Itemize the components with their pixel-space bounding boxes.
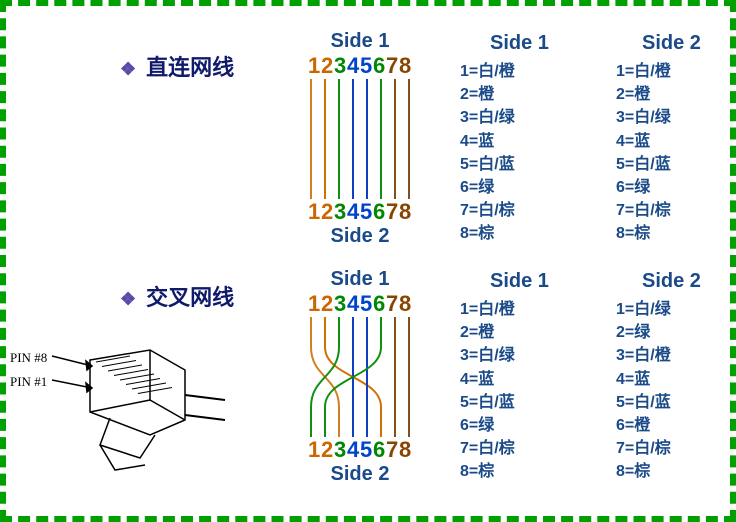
wire-svg bbox=[304, 79, 416, 199]
col-header-side2: Side 2 bbox=[642, 32, 701, 55]
col-header-side1: Side 1 bbox=[490, 32, 549, 55]
section-title: ❖直连网线 bbox=[120, 50, 234, 82]
side2-label: Side 2 bbox=[300, 463, 420, 486]
pin-numbers-bottom: 12345678 bbox=[300, 437, 420, 463]
pin-numbers-top: 12345678 bbox=[300, 291, 420, 317]
wire-diagram: Side 11234567812345678Side 2 bbox=[300, 268, 420, 486]
pin-list-straight-side2: 1=白/橙2=橙3=白/绿4=蓝5=白/蓝6=绿7=白/棕8=棕 bbox=[616, 60, 671, 246]
wire-diagram: Side 11234567812345678Side 2 bbox=[300, 30, 420, 248]
col-header-side1: Side 1 bbox=[490, 270, 549, 293]
section-title: ❖交叉网线 bbox=[120, 280, 234, 312]
side2-label: Side 2 bbox=[300, 225, 420, 248]
pin-numbers-top: 12345678 bbox=[300, 53, 420, 79]
pin-numbers-bottom: 12345678 bbox=[300, 199, 420, 225]
side1-label: Side 1 bbox=[300, 268, 420, 291]
rj45-connector-diagram: PIN #8 PIN #1 bbox=[10, 340, 230, 485]
wire-svg bbox=[304, 317, 416, 437]
pin8-label: PIN #8 bbox=[10, 350, 47, 366]
pin-list-straight-side1: 1=白/橙2=橙3=白/绿4=蓝5=白/蓝6=绿7=白/棕8=棕 bbox=[460, 60, 515, 246]
col-header-side2: Side 2 bbox=[642, 270, 701, 293]
side1-label: Side 1 bbox=[300, 30, 420, 53]
pin-list-cross-side1: 1=白/橙2=橙3=白/绿4=蓝5=白/蓝6=绿7=白/棕8=棕 bbox=[460, 298, 515, 484]
pin-list-cross-side2: 1=白/绿2=绿3=白/橙4=蓝5=白/蓝6=橙7=白/棕8=棕 bbox=[616, 298, 671, 484]
pin1-label: PIN #1 bbox=[10, 374, 47, 390]
